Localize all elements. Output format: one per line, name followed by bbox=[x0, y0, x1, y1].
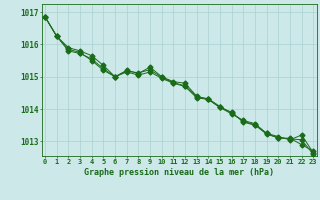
X-axis label: Graphe pression niveau de la mer (hPa): Graphe pression niveau de la mer (hPa) bbox=[84, 168, 274, 177]
